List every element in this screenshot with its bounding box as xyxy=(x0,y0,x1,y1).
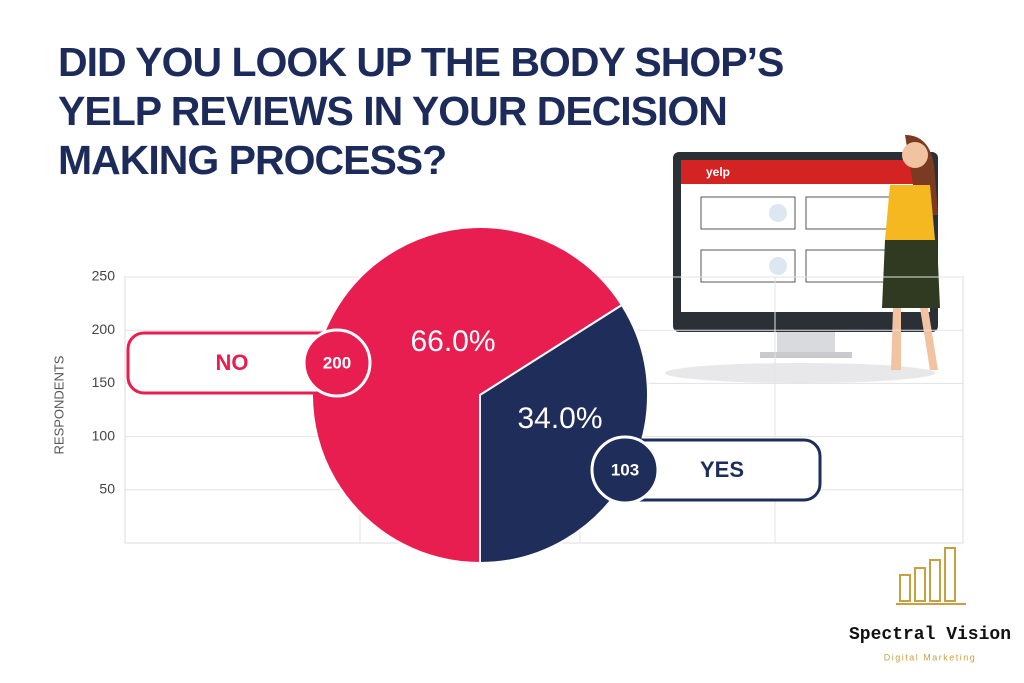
logo: Spectral Vision Digital Marketing xyxy=(849,547,1011,662)
y-axis-label: RESPONDENTS xyxy=(51,355,66,454)
shadow xyxy=(665,363,935,383)
screen-header xyxy=(681,160,930,184)
y-tick-label: 200 xyxy=(92,321,116,337)
logo-bar xyxy=(914,567,926,602)
person-head xyxy=(902,142,928,168)
avatar xyxy=(769,257,787,275)
logo-name: Spectral Vision xyxy=(849,625,1011,645)
logo-tagline: Digital Marketing xyxy=(884,652,977,662)
count-label: 200 xyxy=(323,353,351,372)
slice-label: 34.0% xyxy=(517,402,602,435)
logo-bar xyxy=(929,559,941,602)
avatar xyxy=(769,204,787,222)
illustration: yelp xyxy=(665,135,940,383)
count-badge xyxy=(302,328,372,398)
person-skirt xyxy=(882,240,940,308)
count-label: 103 xyxy=(611,460,639,479)
chart-title: DID YOU LOOK UP THE BODY SHOP’S YELP REV… xyxy=(58,39,784,183)
person-top xyxy=(885,185,935,240)
monitor-base xyxy=(760,352,852,358)
legend-label: YES xyxy=(700,457,744,482)
slice-label: 66.0% xyxy=(410,325,495,358)
y-tick-label: 100 xyxy=(92,427,116,443)
count-badge xyxy=(590,435,660,505)
y-tick-label: 250 xyxy=(92,268,116,284)
logo-bar xyxy=(899,574,911,602)
pie: 66.0% 34.0% NO 200 YES 103 xyxy=(126,226,822,565)
legend-label: NO xyxy=(216,350,249,375)
y-tick-label: 50 xyxy=(99,481,115,497)
review-card xyxy=(805,196,901,230)
yelp-logo: yelp xyxy=(706,165,730,179)
monitor-stand xyxy=(777,332,835,354)
logo-bar xyxy=(944,547,956,602)
y-tick-label: 150 xyxy=(92,374,116,390)
person-legs xyxy=(891,308,938,370)
pie-slice xyxy=(311,226,624,565)
